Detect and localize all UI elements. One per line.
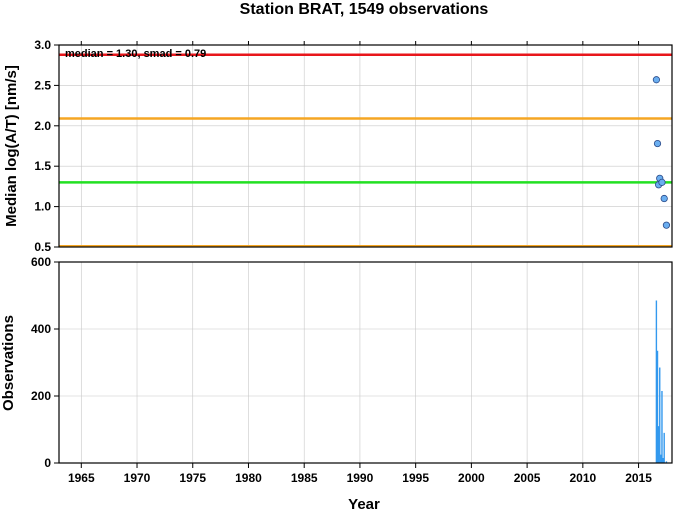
bottom-grid [59,261,672,464]
top-y-tick-label: 2.0 [34,119,51,133]
top-frame [58,44,673,248]
x-tick-label: 1975 [179,471,206,485]
bottom-bars [655,300,668,463]
x-tick-label: 1995 [402,471,429,485]
x-axis-label: Year [348,496,380,511]
bottom-panel: 0 200 400 600 1965 1970 1975 1980 1985 1990 1995 2… [0,41,673,511]
bottom-y-tick-label: 400 [31,322,51,336]
bottom-y-tick-label: 0 [44,456,51,470]
annotation-text: median = 1.30, smad = 0.79 [65,48,206,60]
x-tick-label: 1970 [124,471,151,485]
top-y-tick-label: 0.5 [34,240,51,254]
x-tick-label: 2015 [625,471,652,485]
x-tick-label: 1965 [68,471,95,485]
x-tick-label: 1985 [291,471,318,485]
data-point [652,76,660,84]
data-point [658,178,666,186]
x-tick-label: 1980 [235,471,262,485]
top-hlines [59,53,672,248]
chart-title: Station BRAT, 1549 observations [240,1,489,18]
top-grid [59,44,672,248]
bottom-y-tick-label: 200 [31,389,51,403]
x-tick-label: 2010 [569,471,596,485]
top-points [652,76,671,229]
x-tick-label: 1990 [347,471,374,485]
top-y-axis-label: Median log(A/T) [nm/s] [3,65,20,227]
bottom-frame [58,261,673,464]
x-tick-label: 2005 [514,471,541,485]
x-tick-label: 2000 [458,471,485,485]
x-ticks: 1965 1970 1975 1980 1985 1990 1995 2000 2005 2010… [68,41,652,485]
bottom-y-axis-label: Observations [0,315,17,411]
top-y-tick-label: 1.0 [34,200,51,214]
data-point [662,221,671,229]
top-y-tick-label: 3.0 [34,38,51,52]
bottom-y-tick-label: 600 [31,255,51,269]
data-point [660,194,668,203]
top-y-ticks: 0.5 1.0 1.5 2.0 2.5 3.0 [34,38,59,254]
top-panel: 0.5 1.0 1.5 2.0 2.5 3.0 median = 1.30, smad =… [3,38,673,254]
bottom-y-ticks: 0 200 400 600 [31,255,59,470]
top-y-tick-label: 2.5 [34,78,51,92]
data-point [653,139,662,148]
top-y-tick-label: 1.5 [34,159,51,173]
